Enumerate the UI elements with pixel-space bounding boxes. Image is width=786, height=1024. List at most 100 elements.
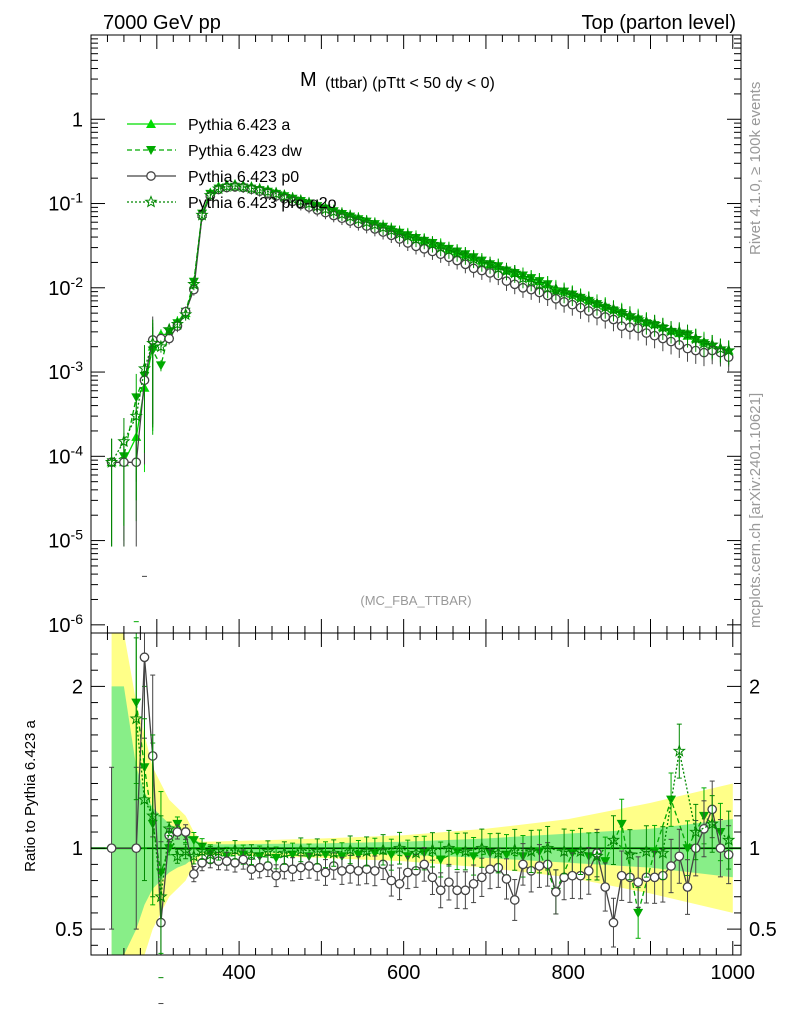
data-point (187, 277, 201, 290)
ratio-point (656, 846, 670, 859)
ratio-point (475, 841, 489, 854)
data-point (442, 243, 456, 256)
ratio-point (254, 852, 265, 862)
data-point (129, 409, 143, 422)
ratio-point (304, 861, 314, 871)
data-point (104, 455, 119, 468)
data-point (195, 208, 209, 221)
ratio-point (541, 841, 555, 854)
ratio-point (345, 864, 356, 875)
ratio-point (468, 878, 479, 889)
data-point (425, 237, 440, 250)
data-point (179, 307, 193, 321)
ratio-point (246, 864, 257, 875)
ratio-point (170, 849, 184, 862)
ratio-point (468, 852, 479, 862)
ratio-point (386, 875, 397, 886)
ratio-point (172, 827, 183, 837)
ratio-point (600, 882, 611, 892)
ratio-point (419, 859, 430, 870)
data-point (541, 280, 555, 294)
ratio-tick-label-left: 0.5 (55, 919, 83, 941)
ratio-point (310, 844, 324, 858)
ratio-point (425, 842, 440, 856)
ratio-point (435, 885, 446, 896)
data-point (417, 233, 431, 247)
ratio-point (139, 652, 150, 663)
ratio-tick-label-right: 0.5 (749, 919, 777, 941)
data-point (286, 191, 300, 205)
ratio-point (682, 882, 693, 892)
ratio-panel: 0.5 0.5 1 1 2 2 Ratio to Pythia 6.423 a (22, 575, 777, 1005)
ratio-point (263, 861, 273, 871)
data-point (244, 181, 259, 194)
y-tick-label: 10-6 (48, 611, 83, 637)
data-point (343, 209, 357, 223)
data-point (631, 312, 645, 326)
ratio-point (444, 877, 454, 888)
ratio-point (639, 844, 653, 858)
ratio-point (682, 844, 693, 854)
data-point (360, 215, 374, 228)
ratio-point (106, 843, 117, 854)
data-point (516, 271, 530, 284)
data-point (269, 186, 283, 200)
x-tick-label: 600 (387, 962, 420, 984)
data-point (689, 331, 703, 345)
data-point (310, 199, 324, 212)
ratio-point (715, 843, 726, 854)
ratio-point (162, 821, 176, 835)
ratio-point (376, 842, 390, 856)
rivet-label: Rivet 4.1.0, ≥ 100k events (747, 82, 764, 255)
analysis-watermark: (MC_FBA_TTBAR) (360, 593, 471, 608)
legend-label-dw: Pythia 6.423 dw (188, 143, 302, 160)
energy-label: 7000 GeV pp (103, 12, 221, 34)
ratio-point (244, 847, 259, 861)
ratio-point (501, 850, 512, 860)
ratio-point (485, 864, 495, 875)
ratio-point (559, 872, 569, 883)
process-label: Top (parton level) (581, 12, 736, 34)
ratio-point (616, 819, 627, 829)
ratio-tick-label-left: 2 (72, 676, 83, 698)
data-point (335, 207, 349, 220)
data-point (277, 189, 291, 202)
ratio-point (442, 841, 456, 854)
ratio-point (402, 867, 413, 878)
ratio-point (573, 844, 588, 858)
data-point (713, 341, 728, 355)
data-point (524, 274, 538, 287)
ratio-frame (90, 632, 742, 956)
data-point (318, 202, 333, 215)
ratio-series-p0 (106, 575, 734, 1005)
ratio-point (179, 844, 193, 858)
ratio-point (674, 851, 685, 862)
series-pro (104, 178, 736, 547)
ratio-point (509, 895, 520, 905)
ratio-point (343, 842, 357, 856)
ratio-point (337, 866, 347, 876)
data-point (236, 179, 250, 193)
data-point (615, 306, 629, 319)
legend-label-a: Pythia 6.423 a (188, 117, 290, 134)
ratio-point (271, 870, 281, 881)
ratio-point (203, 847, 217, 861)
ratio-point (146, 808, 160, 822)
legend-marker-pro (144, 195, 158, 208)
ratio-point (287, 864, 298, 875)
ratio-point (518, 859, 528, 870)
ratio-point (721, 833, 736, 846)
ratio-point (524, 844, 538, 858)
ratio-point (394, 878, 405, 889)
ratio-point (633, 908, 644, 918)
data-point (598, 300, 612, 313)
chart-title-main: M (300, 69, 317, 91)
data-point (697, 336, 711, 349)
y-tick-label: 1 (72, 109, 83, 131)
ratio-point (353, 866, 364, 876)
y-tick-label: 10-4 (48, 442, 83, 468)
ratio-point (294, 842, 308, 856)
ratio-tick-label-left: 1 (72, 838, 83, 860)
ratio-point (689, 825, 703, 838)
ratio-tick-label-right: 2 (749, 676, 760, 698)
